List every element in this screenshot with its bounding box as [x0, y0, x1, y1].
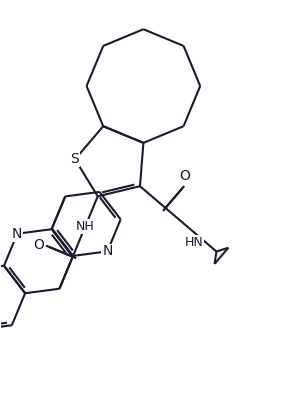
Text: NH: NH — [76, 220, 95, 233]
Text: S: S — [71, 152, 79, 166]
Text: N: N — [102, 244, 113, 258]
Text: HN: HN — [185, 236, 204, 249]
Text: O: O — [179, 169, 191, 183]
Text: O: O — [33, 238, 44, 252]
Text: N: N — [12, 227, 23, 241]
